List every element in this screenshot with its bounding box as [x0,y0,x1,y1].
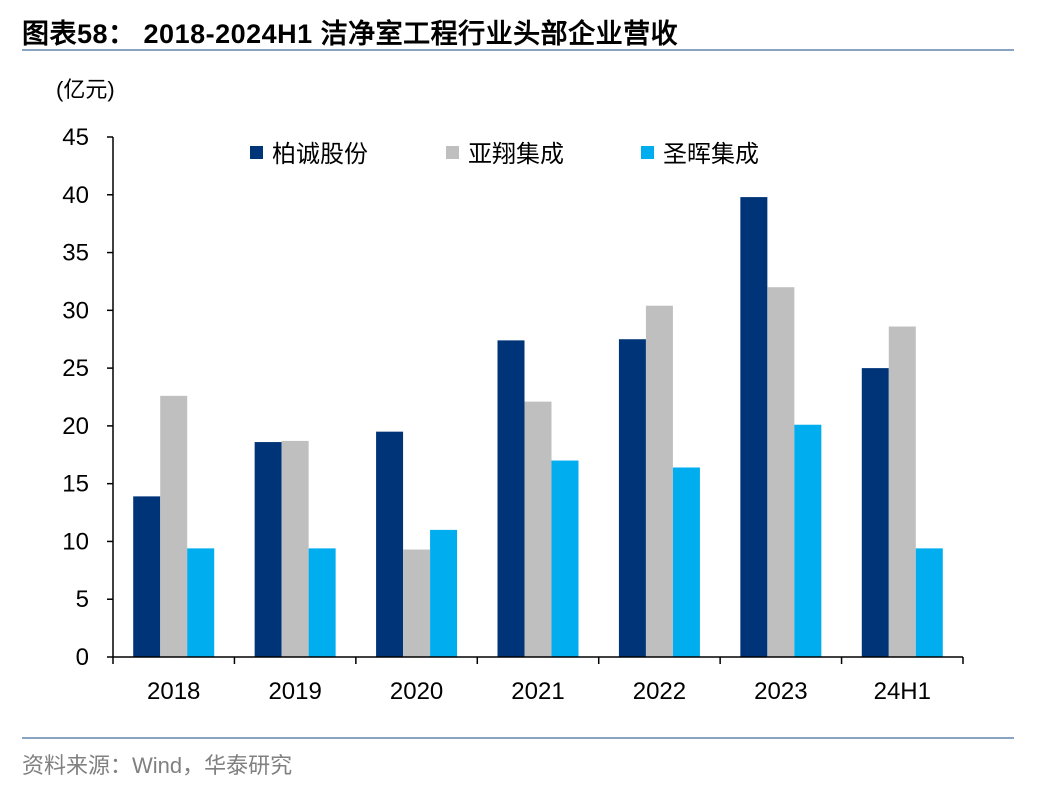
x-tick-label: 24H1 [874,678,931,705]
bar-2022-1 [618,339,646,657]
y-tick-label: 30 [62,297,89,324]
y-axis-unit: (亿元) [56,77,115,102]
x-tick-label: 2018 [147,678,200,705]
bar-24H1-1 [861,368,889,657]
y-tick-label: 20 [62,413,89,440]
source-note: 资料来源：Wind，华泰研究 [22,753,293,778]
bar-2023-1 [740,197,768,658]
bar-24H1-2 [888,326,916,657]
bar-2019-1 [254,442,282,657]
bar-2020-1 [376,431,404,657]
legend-swatch-1 [250,146,263,159]
bar-2020-2 [403,549,431,657]
y-tick-label: 40 [62,182,89,209]
bar-2018-1 [133,496,161,657]
y-tick-label: 15 [62,471,89,498]
bar-2019-2 [281,440,309,657]
x-tick-label: 2019 [268,678,321,705]
legend-swatch-2 [446,146,459,159]
x-tick-label: 2020 [390,678,443,705]
bar-2021-1 [497,340,525,657]
y-tick-label: 0 [76,644,89,671]
bar-2018-2 [160,395,188,657]
y-tick-label: 45 [62,124,89,151]
bar-2021-2 [524,401,552,657]
source-divider [22,737,1014,739]
legend-label-2: 亚翔集成 [468,141,564,168]
bar-2021-3 [551,460,579,657]
bar-2022-2 [645,305,673,657]
bar-2019-3 [308,548,336,657]
bar-2020-3 [430,529,458,657]
bar-24H1-3 [915,548,943,657]
legend-label-3: 圣晖集成 [663,141,759,168]
bar-2018-3 [187,548,215,657]
legend-label-1: 柏诚股份 [272,141,368,168]
title-divider [22,49,1014,51]
x-tick-label: 2023 [754,678,807,705]
y-tick-label: 25 [62,355,89,382]
y-tick-label: 35 [62,240,89,267]
bar-2022-3 [672,467,700,657]
x-tick-label: 2022 [633,678,686,705]
y-tick-label: 10 [62,528,89,555]
chart-title: 图表58： 2018-2024H1 洁净室工程行业头部企业营收 [22,19,679,49]
x-tick-label: 2021 [511,678,564,705]
y-tick-label: 5 [76,586,89,613]
bar-2023-3 [794,424,822,657]
legend-swatch-3 [641,146,654,159]
bar-2023-2 [767,287,795,657]
